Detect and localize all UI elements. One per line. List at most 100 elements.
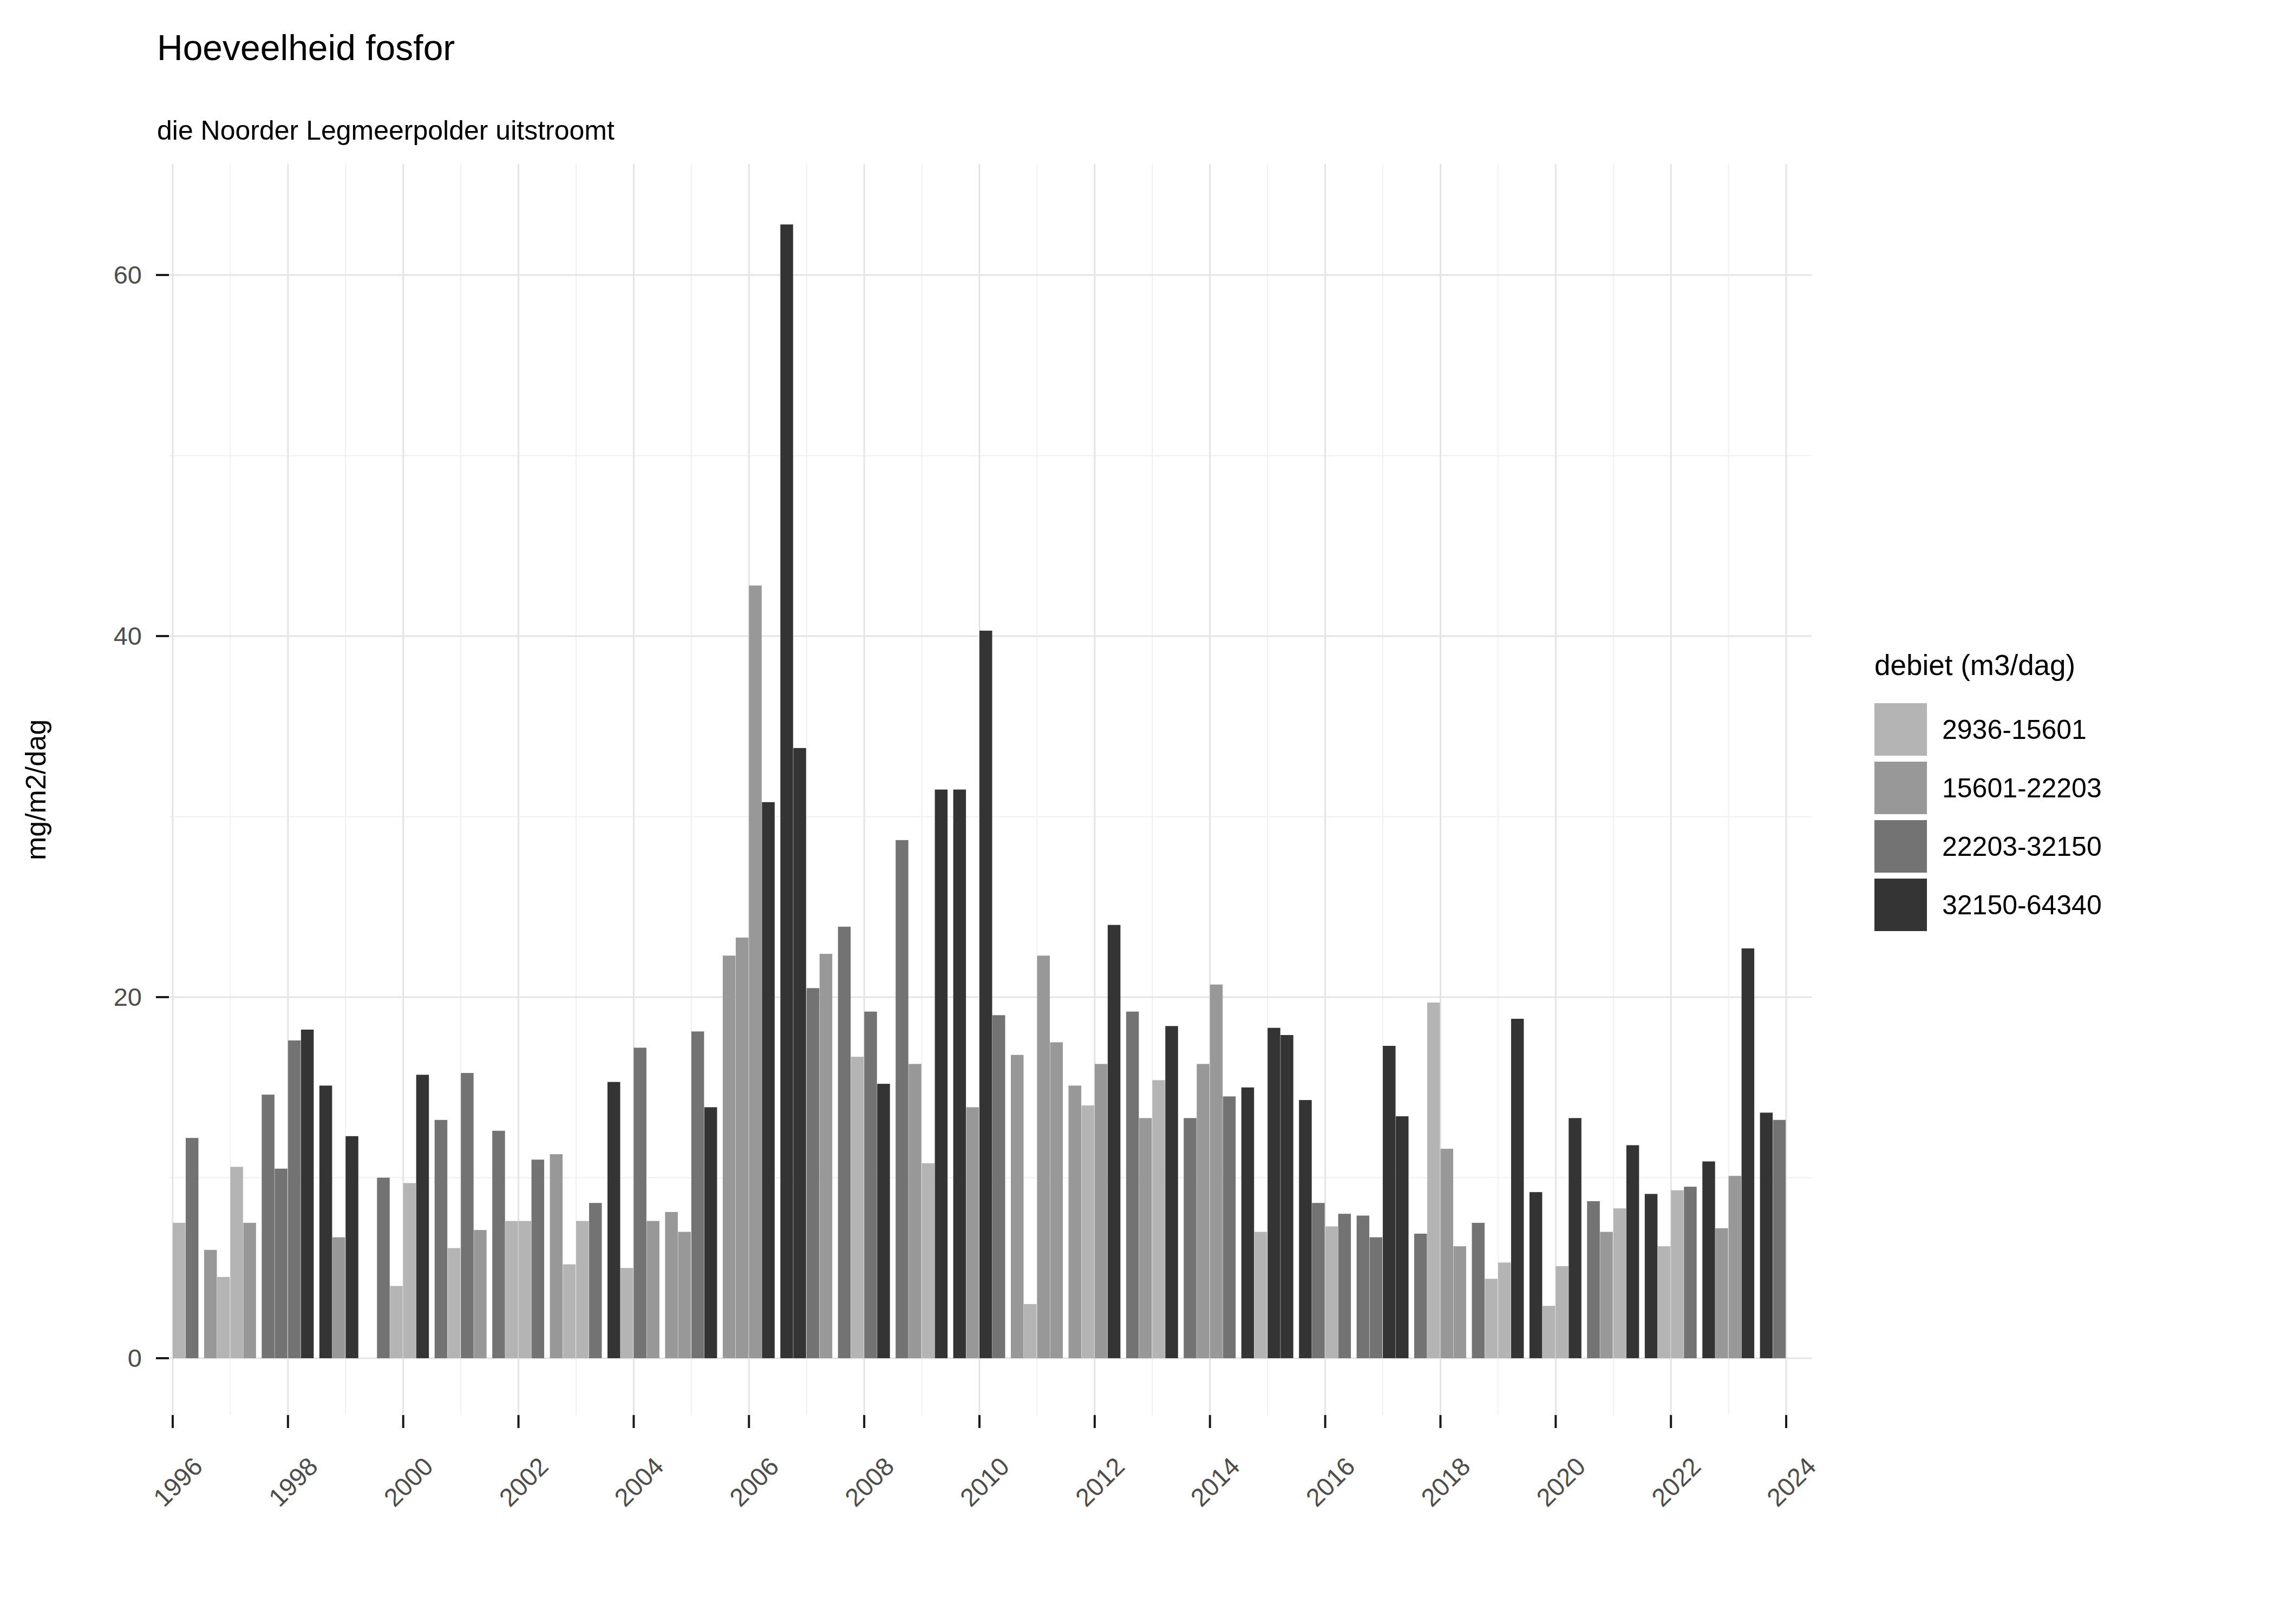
bar	[332, 1237, 345, 1358]
x-tick-label: 2020	[1531, 1452, 1591, 1512]
y-axis-title-text: mg/m2/dag	[20, 719, 51, 860]
bar	[416, 1075, 429, 1358]
bar	[762, 802, 775, 1358]
bar	[820, 954, 833, 1358]
bar	[1108, 925, 1120, 1358]
y-tick-label: 20	[114, 983, 142, 1011]
legend-swatch	[1874, 820, 1927, 873]
bar	[1556, 1266, 1569, 1358]
bar	[1645, 1194, 1658, 1359]
bar	[550, 1154, 563, 1358]
bar	[1082, 1105, 1095, 1358]
legend-swatch	[1874, 703, 1927, 756]
bar	[1165, 1026, 1178, 1358]
bar	[492, 1131, 505, 1358]
bar	[1210, 985, 1223, 1358]
x-tick-label: 2006	[724, 1452, 784, 1512]
bar	[173, 1223, 186, 1358]
bar	[1197, 1064, 1210, 1358]
bar	[922, 1163, 935, 1358]
bar	[780, 225, 793, 1358]
bar	[1658, 1246, 1671, 1358]
y-tick-label: 0	[128, 1344, 142, 1372]
bar	[1241, 1088, 1254, 1358]
bar	[474, 1230, 487, 1358]
bar	[1396, 1116, 1409, 1358]
legend-item: 32150-64340	[1874, 879, 2102, 931]
legend: debiet (m3/dag) 2936-1560115601-22203222…	[1874, 649, 2102, 937]
x-tick-label: 2008	[839, 1452, 899, 1512]
bar	[1299, 1100, 1312, 1358]
bar	[1267, 1028, 1280, 1358]
bar	[1095, 1064, 1108, 1358]
bar	[1050, 1042, 1063, 1358]
bar	[448, 1248, 461, 1358]
legend-items: 2936-15601 15601-22203 22203-32150 32150-64…	[1874, 703, 2102, 931]
bar	[461, 1073, 474, 1358]
bar	[1613, 1208, 1626, 1358]
bar	[979, 631, 992, 1358]
legend-item: 22203-32150	[1874, 820, 2102, 873]
bar	[1569, 1118, 1582, 1358]
bar	[1773, 1120, 1786, 1358]
x-tick-label: 2016	[1300, 1452, 1360, 1512]
bar	[1684, 1187, 1697, 1358]
bar	[1715, 1228, 1728, 1358]
bar	[1742, 948, 1755, 1358]
bar	[953, 790, 966, 1359]
bar	[505, 1221, 518, 1359]
bar	[1511, 1019, 1524, 1358]
legend-item-label: 2936-15601	[1942, 714, 2087, 745]
bar	[217, 1277, 230, 1358]
bar	[1498, 1262, 1511, 1358]
y-tick-label: 60	[114, 260, 142, 289]
y-axis-title: mg/m2/dag	[20, 719, 51, 860]
bar	[1760, 1112, 1773, 1358]
bar	[288, 1040, 301, 1358]
bar	[896, 840, 909, 1358]
bar	[1223, 1096, 1236, 1358]
bar	[230, 1167, 243, 1359]
bar	[1671, 1190, 1684, 1358]
bar	[1152, 1080, 1165, 1358]
bar	[966, 1107, 979, 1358]
legend-item: 15601-22203	[1874, 762, 2102, 814]
legend-swatch	[1874, 762, 1927, 814]
bar	[1069, 1085, 1082, 1358]
bar	[1126, 1012, 1139, 1358]
x-tick-label: 2004	[609, 1452, 669, 1512]
bar	[1600, 1232, 1613, 1359]
chart-root: Hoeveelheid fosfor die Noorder Legmeerpo…	[0, 0, 2274, 1624]
bar	[633, 1047, 646, 1358]
bar	[1357, 1216, 1370, 1359]
legend-item-label: 15601-22203	[1942, 772, 2102, 804]
bar	[704, 1107, 717, 1358]
bar	[749, 586, 762, 1358]
bar	[909, 1064, 922, 1358]
x-axis-labels: 1996199820002002200420062008201020122014…	[148, 1452, 1821, 1512]
bar	[1414, 1234, 1427, 1358]
bar	[607, 1082, 620, 1358]
x-tick-label: 2012	[1070, 1452, 1130, 1512]
legend-swatch	[1874, 879, 1927, 931]
bar	[1472, 1223, 1485, 1358]
bar	[1702, 1162, 1715, 1359]
legend-item-label: 22203-32150	[1942, 831, 2102, 862]
legend-item-label: 32150-64340	[1942, 889, 2102, 921]
bar	[1280, 1035, 1293, 1358]
bar	[1441, 1149, 1454, 1358]
bar	[1184, 1118, 1197, 1358]
bar	[1626, 1145, 1639, 1359]
bar	[807, 988, 820, 1358]
bar	[243, 1223, 256, 1358]
bar	[319, 1085, 332, 1358]
bar	[620, 1268, 633, 1358]
bar	[345, 1136, 358, 1358]
bar	[589, 1203, 602, 1358]
bar	[723, 955, 736, 1358]
bar	[403, 1183, 416, 1359]
bar	[646, 1221, 659, 1359]
bar	[262, 1095, 275, 1358]
legend-item: 2936-15601	[1874, 703, 2102, 756]
y-axis-labels: 0204060	[114, 260, 142, 1372]
